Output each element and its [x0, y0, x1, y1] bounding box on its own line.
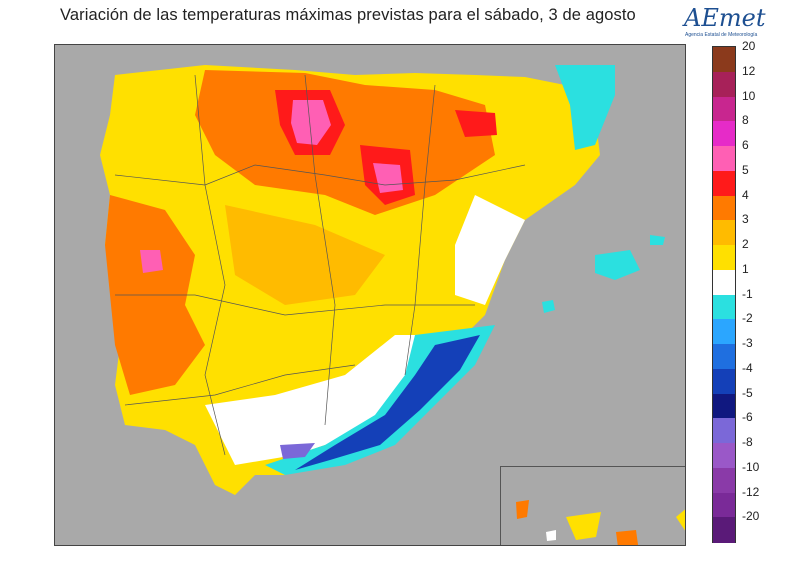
legend-swatch [713, 467, 735, 493]
legend-label: 4 [742, 187, 749, 202]
legend-swatch [713, 393, 735, 419]
legend-swatch [713, 170, 735, 196]
legend-label: 1 [742, 261, 749, 276]
legend-label: 8 [742, 113, 749, 128]
map-title: Variación de las temperaturas máximas pr… [60, 6, 636, 24]
legend-swatch [713, 220, 735, 246]
legend-label: 2 [742, 237, 749, 251]
regional-border [124, 364, 356, 406]
anomaly-plus4-northeast [455, 110, 497, 137]
legend-label: -8 [742, 435, 753, 449]
legend-swatch [713, 269, 735, 295]
anomaly-plus2-center [225, 205, 385, 305]
regional-border [304, 74, 336, 426]
legend-label: -20 [742, 509, 760, 524]
legend-label: -3 [742, 336, 753, 350]
legend-swatch [713, 71, 735, 97]
legend-label: 20 [742, 39, 756, 53]
legend-label: -5 [742, 385, 753, 400]
ibiza [542, 300, 555, 313]
legend-label: 5 [742, 162, 749, 177]
legend-swatch [713, 47, 735, 73]
legend-label: 10 [742, 88, 756, 103]
logo-subtitle: Agencia Estatal de Meteorología [685, 32, 758, 38]
anomaly-plus5-extremadura [140, 250, 163, 273]
regional-border [194, 74, 226, 456]
legend-swatch [713, 294, 735, 320]
neutral-southeast [205, 335, 435, 465]
anomaly-minus3-southeast-coast [295, 335, 480, 470]
color-legend [712, 46, 736, 543]
canary-island [546, 530, 556, 541]
legend-swatch [713, 443, 735, 469]
neutral-east [455, 195, 525, 305]
legend-label: 3 [742, 212, 749, 227]
canary-island [516, 500, 529, 519]
temperature-variation-map [54, 44, 686, 546]
legend-swatch [713, 344, 735, 370]
legend-swatch [713, 96, 735, 122]
anomaly-minus4-alboran [280, 443, 315, 459]
logo-wordmark: AEmet [684, 4, 766, 32]
legend-swatch [713, 492, 735, 518]
regional-border [404, 84, 436, 376]
legend-swatch [713, 245, 735, 271]
legend-label: -4 [742, 360, 753, 375]
mallorca [595, 250, 640, 280]
menorca [650, 235, 665, 245]
legend-swatch [713, 146, 735, 172]
canary-islands-inset [500, 466, 685, 545]
legend-label: -6 [742, 410, 753, 425]
legend-swatch [713, 517, 735, 543]
legend-swatch [713, 368, 735, 394]
canary-island [616, 530, 639, 545]
legend-label: -2 [742, 311, 753, 326]
anomaly-plus5-burgos [291, 100, 331, 145]
anomaly-minus2-catalonia [555, 65, 615, 150]
legend-label: -10 [742, 459, 760, 474]
legend-label: -12 [742, 484, 760, 499]
legend-swatch [713, 418, 735, 444]
legend-label: 12 [742, 63, 756, 78]
legend-label: 6 [742, 138, 749, 152]
legend-swatch [713, 121, 735, 147]
legend-label: -1 [742, 286, 753, 301]
aemet-logo: AEmet Agencia Estatal de Meteorología [684, 4, 784, 42]
legend-swatch [713, 319, 735, 345]
anomaly-plus3-north [195, 70, 495, 215]
anomaly-plus5-soria [373, 163, 403, 193]
canary-island [676, 509, 685, 531]
legend-swatch [713, 195, 735, 221]
canary-island [566, 512, 601, 540]
